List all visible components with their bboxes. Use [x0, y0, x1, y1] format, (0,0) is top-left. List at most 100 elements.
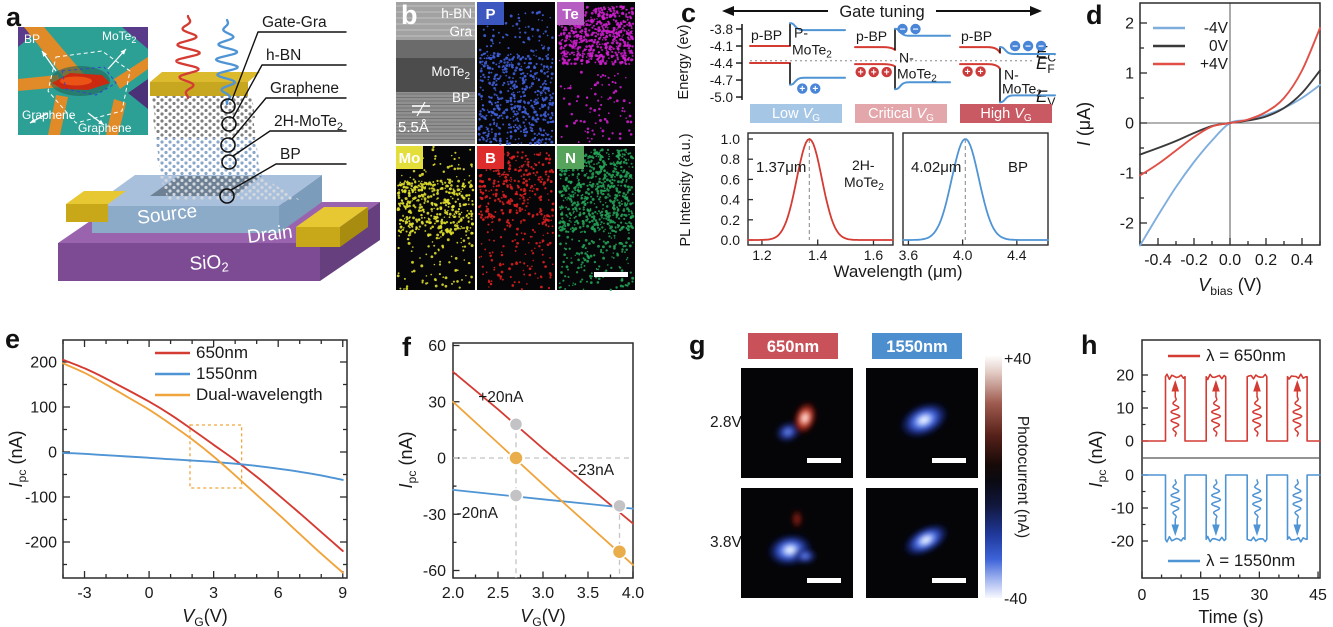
eds-map-Mo: Mo	[396, 145, 475, 291]
svg-text:2: 2	[1125, 16, 1134, 33]
svg-text:45: 45	[1309, 587, 1327, 604]
stack-label-2: Graphene	[270, 80, 339, 97]
iv-series-+4V	[1139, 27, 1321, 177]
x-axis-label: Vbias (V)	[1198, 275, 1261, 298]
colorbar-min-label: -40	[1004, 591, 1027, 608]
panel-letter-a: a	[6, 2, 22, 32]
panel-letter-f: f	[402, 332, 411, 362]
svg-text:P-: P-	[794, 25, 808, 41]
svg-text:-60: -60	[423, 563, 446, 580]
x-axis-label: VG(V)	[520, 606, 566, 627]
svg-text:-0.4: -0.4	[1144, 252, 1172, 269]
element-chip-Te: Te	[562, 6, 578, 23]
svg-text:0: 0	[1125, 116, 1134, 133]
svg-text:N-: N-	[1004, 66, 1019, 82]
ipc-zoom-series-1550nm	[452, 489, 634, 510]
band-edge-label-V: EV	[1036, 87, 1055, 109]
svg-text:Low VG: Low VG	[772, 106, 820, 124]
eds-map-P: P	[477, 2, 555, 145]
pl-peak-label-1: 4.02μm	[911, 159, 961, 176]
vg-badge-2	[960, 104, 1052, 123]
panel-b-tem-eds-maps: h-BN Gra MoTe2 BP 5.5Å P Te Mo B N	[396, 0, 636, 300]
tem-mote2-label: MoTe2	[431, 64, 470, 82]
svg-text:MoTe2: MoTe2	[897, 65, 937, 84]
marker-gray	[612, 498, 627, 514]
panel-f-photocurrent-zoom: 2.0 2.5 3.0 3.5 4.0 -60 -30 0 30 60 +20nA -23nA -20n…	[396, 315, 696, 627]
ipc-zoom-series-650nm	[452, 370, 634, 525]
svg-text:N-: N-	[899, 49, 914, 65]
marker-orange	[611, 544, 628, 560]
svg-text:0.2: 0.2	[1255, 252, 1277, 269]
svg-text:1.2: 1.2	[752, 247, 772, 263]
inset-graphene-left-label: Graphene	[22, 108, 76, 122]
svg-text:-10: -10	[1111, 501, 1134, 518]
y-axis-label: Ipc (nA)	[6, 431, 29, 488]
photocurrent-map-3	[866, 488, 978, 598]
svg-text:Critical VG: Critical VG	[868, 106, 934, 124]
legend-label-1550nm: λ = 1550nm	[1206, 551, 1295, 570]
photocurrent-maps: 650nm 1550nm 2.8V 3.8V +40 -40 Photocurrent (n…	[710, 333, 1031, 608]
svg-text:p-BP: p-BP	[856, 28, 887, 44]
panel-letter-b: b	[401, 0, 418, 30]
svg-text:30: 30	[428, 394, 446, 411]
svg-text:4.0: 4.0	[622, 585, 644, 602]
svg-text:10: 10	[1116, 401, 1134, 418]
legend-label-Dual-wavelength: Dual-wavelength	[196, 385, 323, 404]
y-axis-label: I (μA)	[1074, 102, 1094, 146]
svg-text:-4.7: -4.7	[710, 73, 733, 88]
pulse-trace-650nm	[1141, 373, 1321, 442]
annotation-0: +20nA	[478, 389, 524, 406]
ipc-zoom-series-Dual-wavelength	[452, 400, 634, 566]
svg-text:+: +	[858, 68, 864, 79]
stack-label-4: BP	[280, 146, 301, 163]
svg-text:-4.1: -4.1	[710, 39, 733, 54]
svg-text:MoTe2: MoTe2	[1002, 81, 1042, 100]
svg-text:3: 3	[209, 585, 218, 602]
svg-text:−: −	[1012, 42, 1018, 53]
panel-letter-g: g	[689, 330, 706, 360]
svg-text:1.4: 1.4	[808, 247, 828, 263]
panel-letter-h: h	[1081, 330, 1098, 360]
ipc-series-1550nm	[62, 451, 344, 481]
colorbar	[985, 355, 1002, 598]
svg-text:0.8: 0.8	[721, 151, 741, 167]
gate-tuning-header: Gate tuning	[839, 3, 924, 21]
legend-label-650nm: 650nm	[196, 343, 248, 362]
pulse-trace-1550nm	[1141, 474, 1321, 543]
colorbar-max-label: +40	[1004, 351, 1031, 368]
svg-text:High VG: High VG	[980, 106, 1032, 124]
panel-c-band-diagrams-pl: Gate tuning -3.8 -4.1 -4.4 -4.7 -5.0 Energy (e…	[676, 0, 1066, 300]
gate-sweep-zoom-chart: 2.0 2.5 3.0 3.5 4.0 -60 -30 0 30 60 +20nA -23nA -20n…	[396, 338, 644, 627]
svg-text:-2: -2	[1120, 216, 1134, 233]
svg-text:6: 6	[274, 585, 283, 602]
band-diagram-0: p-BP P-MoTe2 + +	[749, 22, 846, 95]
wavelength-chip-650nm	[748, 333, 838, 359]
panel-e-photocurrent-vs-gate: -3 0 3 6 9 -200 -100 0 100 200 650nm 1550nm Dual-wav…	[0, 315, 396, 627]
svg-text:0.0: 0.0	[1219, 252, 1241, 269]
svg-text:+: +	[965, 67, 971, 78]
marker-orange	[508, 450, 524, 466]
svg-text:0.2: 0.2	[721, 212, 741, 228]
pl-spectrum-0: 1.2 1.4 1.6 0.0 0.2 0.4 0.6 0.8 1.0 1.37μm 2H-MoTe…	[721, 131, 894, 263]
svg-text:2.0: 2.0	[442, 585, 464, 602]
svg-text:9: 9	[338, 585, 347, 602]
svg-text:+: +	[871, 68, 877, 79]
photocurrent-map-1	[866, 368, 978, 478]
svg-text:650nm: 650nm	[767, 338, 819, 356]
band-diagrams-and-pl: Gate tuning -3.8 -4.1 -4.4 -4.7 -5.0 Energy (e…	[676, 3, 1056, 281]
red-pulse-wave	[175, 14, 201, 100]
svg-text:−: −	[1038, 42, 1044, 53]
photocurrent-map-2	[741, 488, 853, 598]
svg-text:−: −	[1025, 42, 1031, 53]
panel-letter-d: d	[1086, 0, 1103, 30]
svg-text:20: 20	[1116, 368, 1134, 385]
band-edge-label-F: EF	[1036, 54, 1055, 76]
svg-text:+: +	[799, 84, 805, 95]
svg-text:3.5: 3.5	[577, 585, 599, 602]
vg-badge-1	[855, 104, 947, 123]
map-scale-bar	[932, 578, 966, 583]
pl-y-axis-label: PL Intensity (a.u.)	[678, 133, 694, 246]
photocurrent-map-0	[741, 368, 853, 478]
y-axis-label: Ipc (nA)	[1086, 431, 1109, 488]
